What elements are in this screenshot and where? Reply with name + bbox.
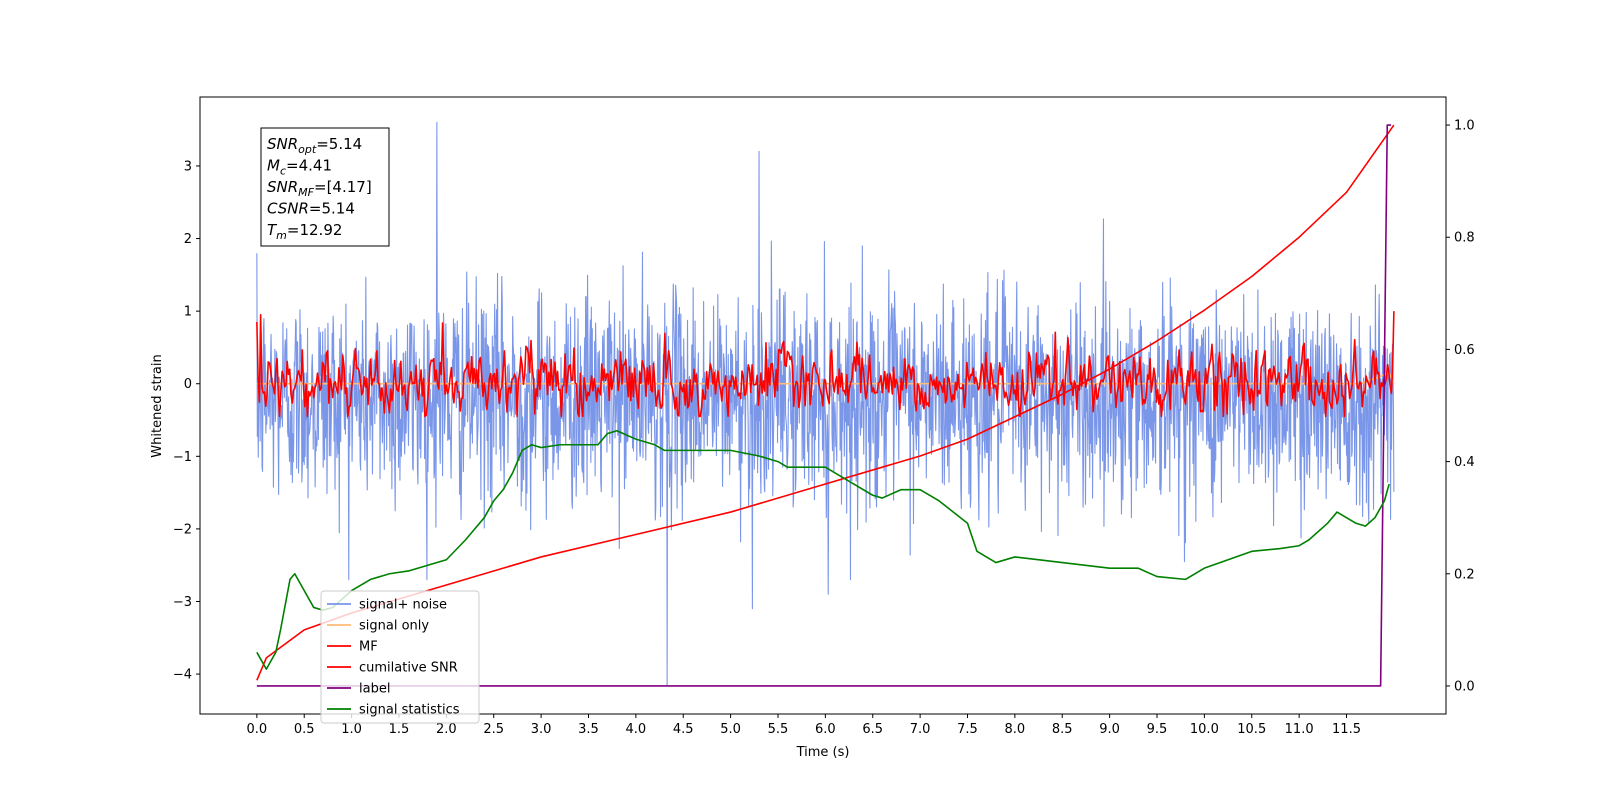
annotation-symbol: CSNR — [267, 200, 309, 218]
y-tick-label: −1 — [173, 450, 192, 465]
annotation-subscript: MF — [298, 186, 314, 199]
y2-tick-label: 0.6 — [1454, 343, 1475, 358]
x-tick-label: 10.0 — [1190, 722, 1219, 737]
x-tick-label: 8.5 — [1052, 722, 1073, 737]
x-tick-label: 7.0 — [910, 722, 931, 737]
x-tick-label: 2.5 — [483, 722, 504, 737]
annotation-symbol: M — [267, 157, 280, 175]
annotation-value: =[4.17] — [314, 178, 372, 196]
x-tick-label: 1.0 — [341, 722, 362, 737]
annotation-line: SNRMF=[4.17] — [267, 178, 372, 199]
y2-tick-label: 0.8 — [1454, 231, 1475, 246]
x-tick-label: 4.5 — [673, 722, 694, 737]
legend-frame — [320, 590, 480, 724]
x-tick-label: 4.0 — [626, 722, 647, 737]
y-tick-label: 3 — [184, 159, 192, 174]
legend-label: MF — [359, 640, 378, 655]
stats-annotation-box: SNRopt=5.14Mc=4.41SNRMF=[4.17]CSNR=5.14T… — [260, 127, 390, 247]
x-tick-label: 1.5 — [389, 722, 410, 737]
x-axis-label: Time (s) — [796, 745, 850, 760]
y2-tick-label: 0.4 — [1454, 455, 1475, 470]
legend-label: signal+ noise — [359, 598, 447, 613]
annotation-value: =4.41 — [286, 157, 332, 175]
annotation-symbol: T — [267, 221, 278, 239]
series-line-mf — [256, 311, 1395, 418]
annotation-value: =5.14 — [316, 135, 362, 153]
x-tick-label: 6.0 — [815, 722, 836, 737]
x-tick-label: 3.0 — [531, 722, 552, 737]
annotation-subscript: opt — [298, 143, 317, 156]
x-tick-label: 8.0 — [1005, 722, 1026, 737]
y-tick-label: −4 — [173, 668, 192, 683]
x-tick-label: 6.5 — [862, 722, 883, 737]
y-tick-label: 1 — [184, 305, 192, 320]
x-tick-label: 2.0 — [436, 722, 457, 737]
annotation-line: Tm=12.92 — [267, 221, 342, 242]
x-tick-label: 11.5 — [1332, 722, 1361, 737]
legend: signal+ noise signal only MF cumilative SNR… — [320, 590, 480, 724]
x-tick-label: 7.5 — [957, 722, 978, 737]
series-line-label — [256, 124, 1392, 687]
y-tick-label: 0 — [184, 377, 192, 392]
y2-tick-label: 0.2 — [1454, 567, 1475, 582]
x-tick-label: 10.5 — [1237, 722, 1266, 737]
legend-label: signal only — [359, 619, 429, 634]
annotation-frame — [260, 127, 390, 247]
annotation-subscript: m — [276, 229, 287, 242]
y-axis-ticks: −4 −3 −2 −1 0 1 2 3 — [173, 159, 200, 683]
series-line-signal-statistics — [256, 429, 1390, 670]
annotation-symbol: SNR — [267, 135, 298, 153]
legend-label: signal statistics — [359, 703, 460, 718]
annotation-value: =5.14 — [309, 200, 355, 218]
x-tick-label: 11.0 — [1285, 722, 1314, 737]
annotation-value: =12.92 — [287, 221, 343, 239]
annotation-line: CSNR=5.14 — [267, 200, 355, 218]
annotation-line: SNRopt=5.14 — [267, 135, 362, 156]
y2-axis-ticks: 0.0 0.2 0.4 0.6 0.8 1.0 — [1446, 119, 1475, 694]
y2-tick-label: 0.0 — [1454, 679, 1475, 694]
y-axis-label: Whitened strain — [150, 354, 165, 457]
x-tick-label: 5.0 — [720, 722, 741, 737]
y-tick-label: 2 — [184, 232, 192, 247]
y-tick-label: −2 — [173, 522, 192, 537]
annotation-line: Mc=4.41 — [267, 157, 332, 178]
axes-frame — [199, 96, 1447, 715]
legend-label: label — [359, 682, 390, 697]
annotation-subscript: c — [280, 165, 286, 178]
y2-tick-label: 1.0 — [1454, 119, 1475, 134]
annotation-symbol: SNR — [267, 178, 298, 196]
x-tick-label: 3.5 — [578, 722, 599, 737]
x-tick-label: 9.5 — [1147, 722, 1168, 737]
x-tick-label: 5.5 — [768, 722, 789, 737]
y-tick-label: −3 — [173, 595, 192, 610]
x-tick-label: 9.0 — [1099, 722, 1120, 737]
x-tick-label: 0.5 — [294, 722, 315, 737]
x-axis-ticks: 0.0 0.5 1.0 1.5 2.0 2.5 3.0 3.5 4.0 4.5 5.0 5.5 6.0 6… — [247, 714, 1361, 737]
x-tick-label: 0.0 — [247, 722, 268, 737]
legend-label: cumilative SNR — [359, 661, 458, 676]
